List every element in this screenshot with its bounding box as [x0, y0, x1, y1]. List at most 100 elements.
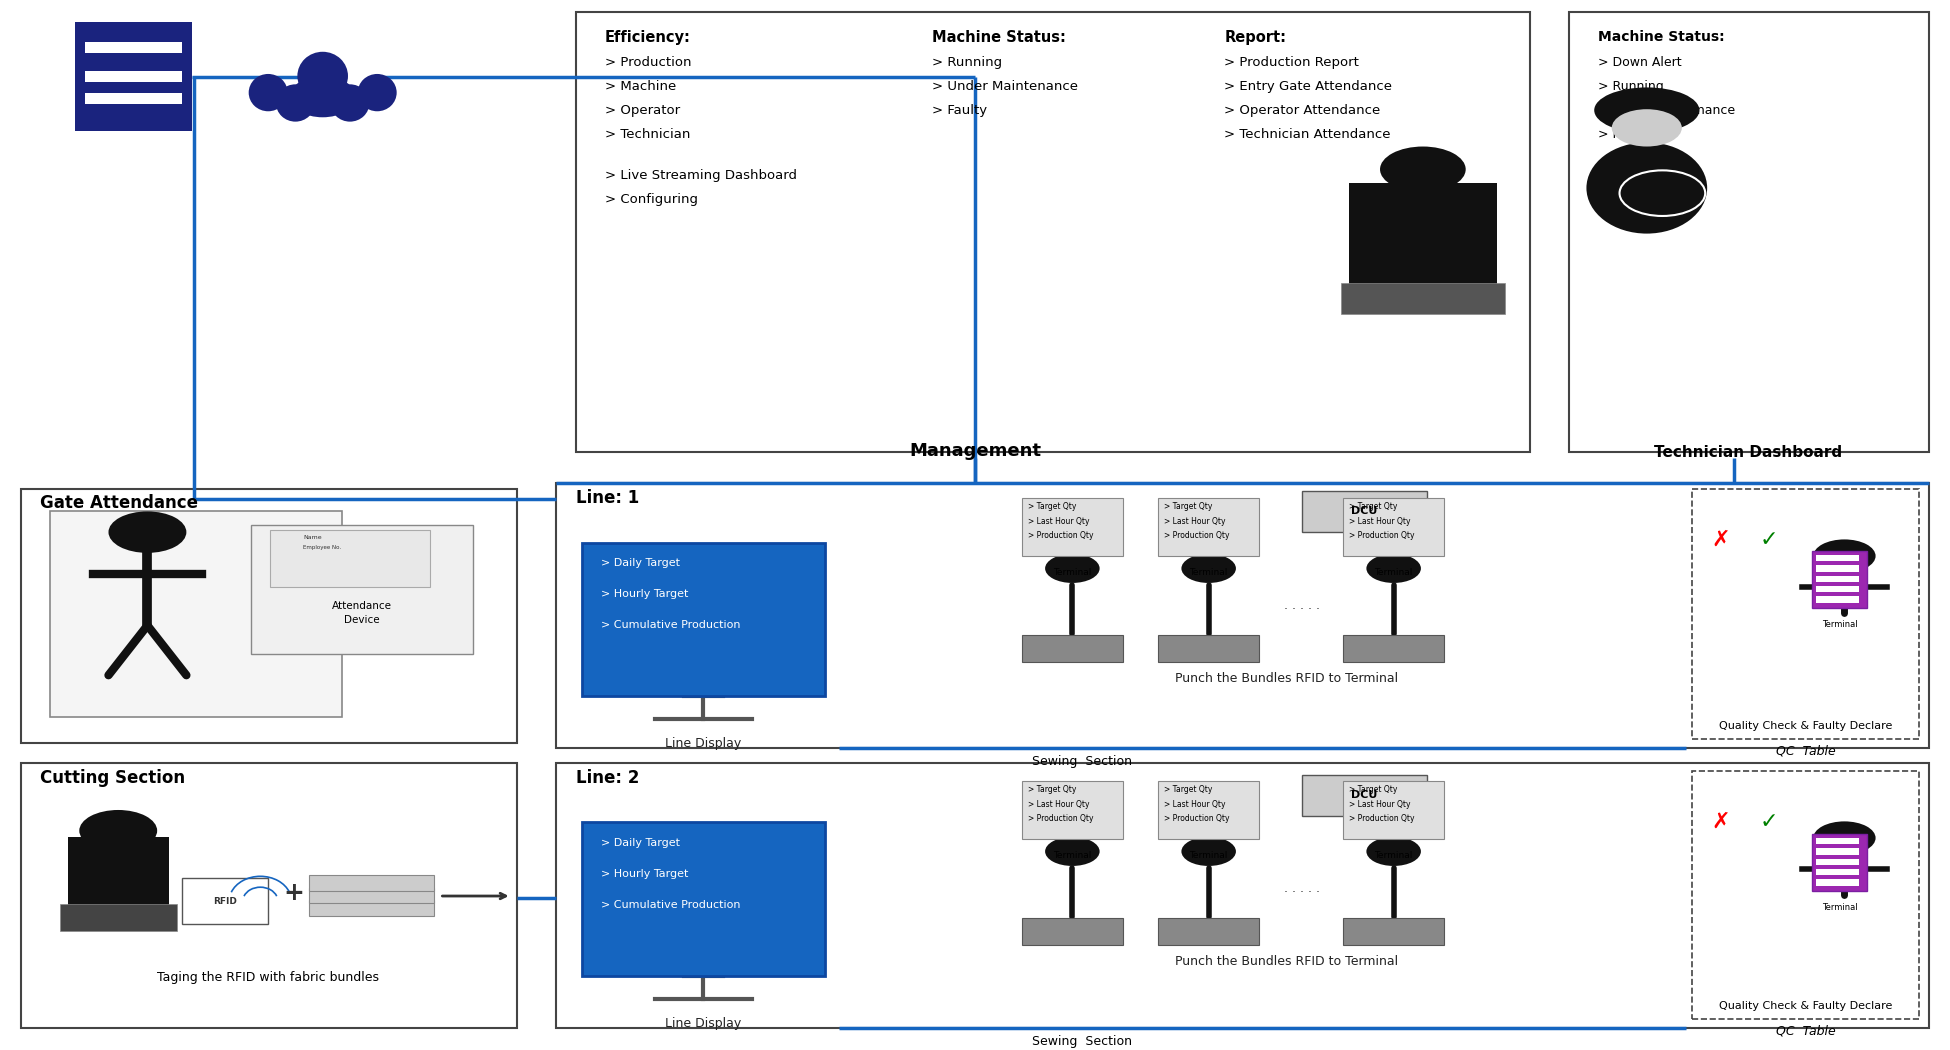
Circle shape — [80, 810, 158, 852]
Text: > Production Report: > Production Report — [1225, 57, 1359, 69]
Text: Name: Name — [302, 536, 322, 541]
Text: > Running: > Running — [932, 57, 1002, 69]
FancyBboxPatch shape — [1815, 859, 1858, 865]
FancyBboxPatch shape — [1815, 555, 1858, 561]
FancyBboxPatch shape — [51, 511, 341, 717]
Text: +: + — [283, 881, 304, 905]
Text: > Operator Attendance: > Operator Attendance — [1225, 104, 1381, 117]
Text: Quality Check & Faulty Declare: Quality Check & Faulty Declare — [1718, 1001, 1892, 1011]
Text: Terminal: Terminal — [1190, 568, 1228, 578]
Circle shape — [1045, 554, 1100, 583]
Text: > Last Hour Qty: > Last Hour Qty — [1028, 800, 1088, 808]
Text: Report:: Report: — [1225, 30, 1287, 45]
FancyBboxPatch shape — [1158, 635, 1260, 662]
Text: QC  Table: QC Table — [1776, 1025, 1835, 1037]
Text: Employee No.: Employee No. — [302, 545, 341, 549]
Text: > Production Qty: > Production Qty — [1028, 531, 1094, 540]
Text: > Live Streaming Dashboard: > Live Streaming Dashboard — [604, 169, 798, 183]
Text: > Running: > Running — [1599, 80, 1663, 93]
FancyBboxPatch shape — [1158, 781, 1260, 839]
Circle shape — [1613, 109, 1681, 147]
FancyBboxPatch shape — [1815, 848, 1858, 855]
Text: > Technician: > Technician — [604, 128, 690, 141]
Text: > Hourly Target: > Hourly Target — [601, 869, 688, 879]
FancyBboxPatch shape — [252, 525, 472, 654]
Text: DCU: DCU — [1351, 506, 1377, 517]
Circle shape — [1814, 821, 1876, 855]
FancyBboxPatch shape — [308, 900, 433, 916]
FancyBboxPatch shape — [308, 887, 433, 903]
FancyBboxPatch shape — [1022, 781, 1123, 839]
Text: Line: 2: Line: 2 — [575, 769, 640, 786]
Text: > Target Qty: > Target Qty — [1164, 785, 1213, 794]
Text: > Last Hour Qty: > Last Hour Qty — [1164, 517, 1225, 526]
Text: ✓: ✓ — [1759, 812, 1778, 832]
FancyBboxPatch shape — [1815, 575, 1858, 582]
Text: > Configuring: > Configuring — [604, 193, 698, 206]
FancyBboxPatch shape — [60, 904, 177, 931]
Text: > Cumulative Production: > Cumulative Production — [601, 621, 741, 630]
Text: ✗: ✗ — [1710, 530, 1730, 550]
FancyBboxPatch shape — [1158, 498, 1260, 556]
FancyBboxPatch shape — [1815, 880, 1858, 885]
Text: Device: Device — [343, 615, 380, 625]
Text: Taging the RFID with fabric bundles: Taging the RFID with fabric bundles — [158, 971, 378, 984]
Text: > Last Hour Qty: > Last Hour Qty — [1028, 517, 1088, 526]
Text: ✗: ✗ — [1710, 812, 1730, 832]
FancyBboxPatch shape — [1349, 183, 1498, 287]
FancyBboxPatch shape — [1342, 284, 1505, 314]
Text: Terminal: Terminal — [1375, 852, 1414, 860]
FancyBboxPatch shape — [1815, 586, 1858, 592]
FancyBboxPatch shape — [1344, 918, 1445, 945]
Text: QC  Table: QC Table — [1776, 744, 1835, 758]
Text: > Last Hour Qty: > Last Hour Qty — [1349, 800, 1410, 808]
Text: Punch the Bundles RFID to Terminal: Punch the Bundles RFID to Terminal — [1176, 956, 1398, 968]
Text: Gate Attendance: Gate Attendance — [41, 494, 199, 511]
Ellipse shape — [357, 74, 396, 111]
Ellipse shape — [330, 84, 369, 122]
FancyBboxPatch shape — [581, 543, 825, 696]
Text: > Target Qty: > Target Qty — [1349, 502, 1398, 511]
FancyBboxPatch shape — [1815, 565, 1858, 571]
Text: > Target Qty: > Target Qty — [1164, 502, 1213, 511]
Ellipse shape — [296, 51, 347, 101]
Text: > Target Qty: > Target Qty — [1028, 502, 1076, 511]
FancyBboxPatch shape — [271, 530, 429, 587]
Text: Efficiency:: Efficiency: — [604, 30, 690, 45]
Text: Machine Status:: Machine Status: — [1599, 30, 1724, 44]
Text: Terminal: Terminal — [1053, 568, 1092, 578]
Text: Quality Check & Faulty Declare: Quality Check & Faulty Declare — [1718, 721, 1892, 731]
Text: > Production Qty: > Production Qty — [1349, 814, 1414, 823]
FancyBboxPatch shape — [1344, 781, 1445, 839]
FancyBboxPatch shape — [76, 22, 193, 131]
Text: > Last Hour Qty: > Last Hour Qty — [1164, 800, 1225, 808]
FancyBboxPatch shape — [68, 837, 170, 907]
FancyBboxPatch shape — [1158, 918, 1260, 945]
FancyBboxPatch shape — [183, 879, 269, 924]
Text: > Entry Gate Attendance: > Entry Gate Attendance — [1225, 80, 1392, 93]
FancyBboxPatch shape — [1022, 635, 1123, 662]
FancyBboxPatch shape — [308, 876, 433, 890]
Text: Attendance: Attendance — [332, 601, 392, 610]
FancyBboxPatch shape — [1303, 775, 1427, 816]
Text: Line: 1: Line: 1 — [575, 488, 640, 506]
FancyBboxPatch shape — [1812, 551, 1866, 608]
FancyBboxPatch shape — [1815, 596, 1858, 603]
Ellipse shape — [277, 84, 314, 122]
FancyBboxPatch shape — [1815, 838, 1858, 844]
Text: Line Display: Line Display — [665, 1017, 741, 1030]
FancyBboxPatch shape — [1303, 490, 1427, 532]
Text: > Production Qty: > Production Qty — [1164, 531, 1228, 540]
Text: > Daily Target: > Daily Target — [601, 838, 681, 848]
Text: Terminal: Terminal — [1821, 621, 1858, 629]
Text: Sewing  Section: Sewing Section — [1032, 1035, 1133, 1048]
FancyBboxPatch shape — [1344, 498, 1445, 556]
Ellipse shape — [291, 77, 355, 118]
Text: Management: Management — [909, 442, 1041, 460]
Text: Line Display: Line Display — [665, 737, 741, 751]
Text: Sewing  Section: Sewing Section — [1032, 755, 1133, 768]
Circle shape — [1182, 837, 1236, 866]
Text: RFID: RFID — [213, 897, 238, 906]
Text: > Under Maintenance: > Under Maintenance — [1599, 104, 1736, 117]
Text: Punch the Bundles RFID to Terminal: Punch the Bundles RFID to Terminal — [1176, 672, 1398, 685]
